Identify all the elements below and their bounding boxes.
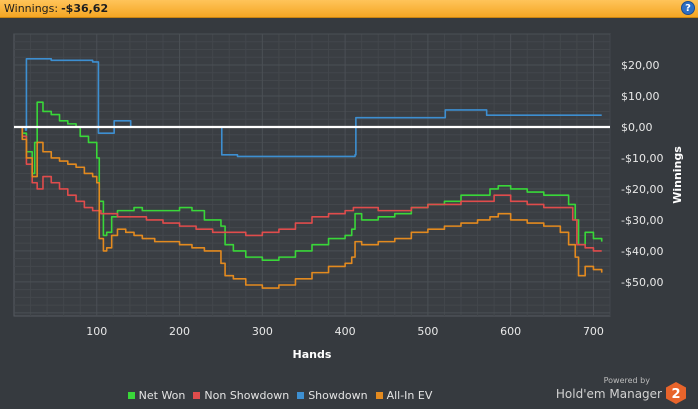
legend-label-showdown: Showdown [308, 389, 368, 402]
y-tick-label: $10,00 [621, 90, 660, 103]
series-line-showdown [14, 57, 602, 158]
product-name: Hold'em Manager [555, 387, 662, 401]
y-axis-label: Winnings [671, 146, 684, 204]
y-tick-label: $20,00 [621, 59, 660, 72]
x-tick-label: 400 [335, 325, 356, 338]
legend-label-all-in-ev: All-In EV [386, 389, 433, 402]
y-tick-label: -$40,00 [621, 245, 663, 258]
y-tick-label: -$50,00 [621, 276, 663, 289]
x-tick-label: 500 [417, 325, 438, 338]
y-tick-label: $0,00 [621, 121, 653, 134]
y-tick-label: -$20,00 [621, 183, 663, 196]
legend-item-all-in-ev[interactable]: All-In EV [375, 389, 433, 402]
series-line-all-in-ev [14, 126, 603, 289]
winnings-label: Winnings: [4, 2, 59, 15]
help-icon[interactable]: ? [681, 1, 695, 15]
y-tick-label: -$10,00 [621, 152, 663, 165]
legend-label-net-won: Net Won [138, 389, 186, 402]
powered-by-branding: Powered by Hold'em Manager 2 [555, 375, 688, 405]
hm2-logo-icon: 2 [666, 382, 686, 404]
winnings-value: -$36,62 [61, 2, 109, 15]
series-line-net-won [14, 101, 603, 262]
powered-by-label: Powered by [603, 376, 650, 385]
logo-version: 2 [671, 387, 680, 402]
legend-swatch-net-won [127, 391, 135, 399]
x-tick-label: 100 [86, 325, 107, 338]
title-bar: Winnings: -$36,62 ? [0, 0, 698, 18]
legend-label-non-showdown: Non Showdown [204, 389, 290, 402]
x-tick-label: 200 [169, 325, 190, 338]
legend-swatch-non-showdown [193, 391, 201, 399]
y-tick-label: -$30,00 [621, 214, 663, 227]
x-axis-label: Hands [293, 348, 332, 361]
chart-legend: Net Won Non Showdown Showdown All-In EV [0, 389, 560, 402]
x-tick-label: 700 [583, 325, 604, 338]
legend-item-net-won[interactable]: Net Won [127, 389, 186, 402]
x-tick-label: 600 [500, 325, 521, 338]
winnings-summary: Winnings: -$36,62 [4, 2, 108, 15]
x-tick-label: 300 [252, 325, 273, 338]
winnings-chart: $20,00 $10,00 $0,00 -$10,00 -$20,00 -$30,00 -$… [13, 33, 684, 361]
legend-swatch-all-in-ev [375, 391, 383, 399]
series-line-non-showdown [14, 126, 602, 252]
legend-item-non-showdown[interactable]: Non Showdown [193, 389, 289, 402]
legend-swatch-showdown [297, 391, 305, 399]
legend-item-showdown[interactable]: Showdown [297, 389, 368, 402]
